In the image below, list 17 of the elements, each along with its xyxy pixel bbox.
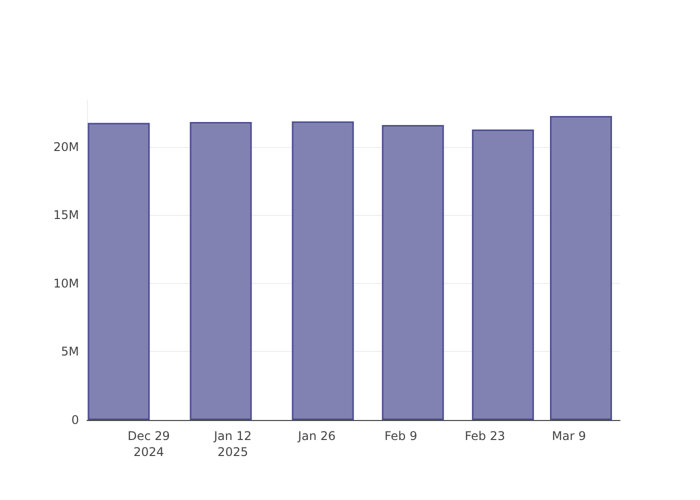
y-tick-label: 5M	[61, 344, 79, 359]
bar	[472, 129, 534, 420]
bar	[382, 124, 444, 420]
y-tick-label: 15M	[53, 208, 79, 222]
bar	[292, 121, 354, 420]
y-tick-label: 0	[71, 413, 79, 427]
x-tick-label: Mar 9	[552, 429, 586, 443]
x-tick-label: Jan 26	[297, 429, 336, 443]
y-tick-label: 20M	[53, 140, 79, 154]
x-tick-label: Dec 29 2024	[128, 429, 170, 459]
x-tick-label: Feb 23	[464, 429, 506, 443]
x-tick-label: Jan 12 2025	[213, 429, 252, 459]
y-tick-label: 10M	[53, 276, 79, 290]
x-tick-label: Feb 9	[384, 429, 418, 443]
bar	[88, 122, 150, 420]
bar	[190, 122, 252, 420]
bar	[550, 116, 612, 420]
